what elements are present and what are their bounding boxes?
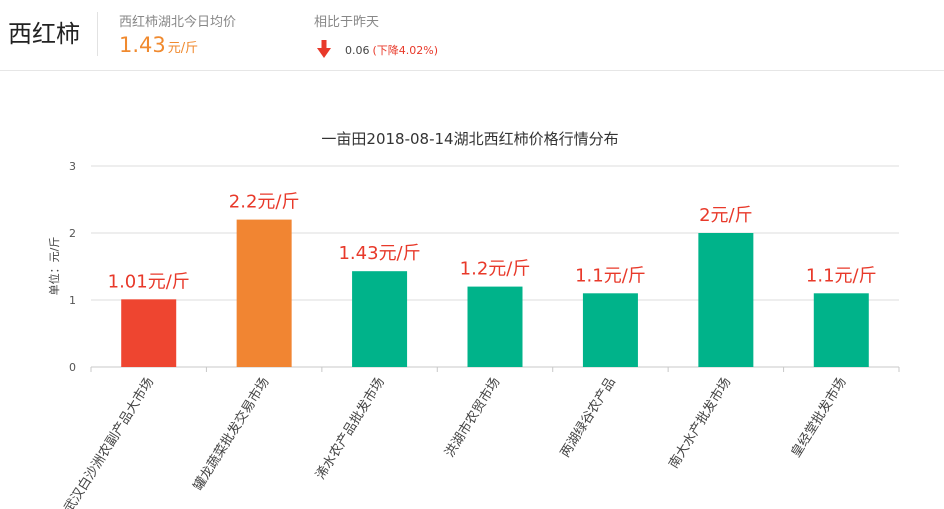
y-tick-label: 0 (69, 361, 76, 374)
y-tick-label: 1 (69, 294, 76, 307)
avg-price: 1.43 元/斤 (119, 33, 198, 57)
bar[interactable] (698, 233, 754, 367)
compare-amount: 0.06 (345, 44, 370, 57)
data-label: 2元/斤 (699, 205, 753, 226)
x-tick-label: 罐龙蔬菜批发交易市场 (190, 375, 272, 494)
bar[interactable] (352, 271, 408, 367)
x-tick-label: 皇经堂批发市场 (788, 375, 850, 461)
x-tick-label: 浠水农产品批发市场 (312, 375, 388, 483)
x-tick-label: 洪湖市农贸市场 (442, 375, 504, 461)
y-tick-label: 2 (69, 227, 76, 240)
y-tick-label: 3 (69, 160, 76, 173)
data-label: 1.1元/斤 (575, 265, 646, 286)
y-axis-label: 单位：元/斤 (47, 237, 61, 296)
bar[interactable] (121, 299, 177, 367)
bar[interactable] (813, 293, 869, 367)
price-header: 西红柿 西红柿湖北今日均价 1.43 元/斤 相比于昨天 0.06 (下降4.02%… (0, 0, 944, 70)
data-label: 2.2元/斤 (229, 192, 300, 213)
compare-change: (下降4.02%) (372, 44, 439, 57)
x-tick-label: 南大水产批发市场 (666, 375, 735, 472)
avg-price-label: 西红柿湖北今日均价 (119, 15, 237, 30)
data-label: 1.01元/斤 (108, 271, 190, 292)
product-name: 西红柿 (8, 20, 80, 48)
data-label: 1.2元/斤 (460, 259, 531, 280)
avg-price-value: 1.43 (119, 33, 166, 57)
chart-title: 一亩田2018-08-14湖北西红柿价格行情分布 (321, 130, 618, 148)
header-divider (97, 12, 98, 56)
data-label: 1.1元/斤 (806, 265, 877, 286)
x-tick-label: 两湖绿谷农产品 (558, 375, 619, 460)
bar[interactable] (582, 293, 638, 367)
compare-label: 相比于昨天 (314, 15, 380, 30)
bar[interactable] (236, 219, 292, 367)
compare-value: 0.06 (下降4.02%) (345, 42, 438, 58)
bar[interactable] (467, 286, 523, 367)
x-tick-label: 武汉白沙洲农副产品大市场 (61, 375, 157, 509)
avg-price-unit: 元/斤 (167, 41, 199, 56)
header-bottom-divider (0, 70, 944, 71)
data-label: 1.43元/斤 (338, 243, 420, 264)
down-arrow-icon (317, 40, 331, 58)
